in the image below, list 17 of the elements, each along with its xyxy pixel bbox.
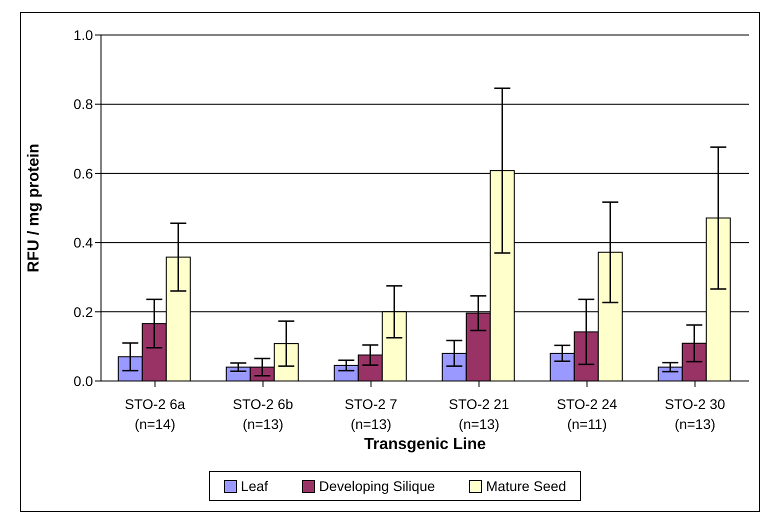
y-tick-label: 0.0 [74,372,94,389]
x-tick-label: STO-2 6a (n=14) [124,396,186,432]
y-axis-title: RFU / mg protein [26,144,43,272]
x-tick-label: STO-2 6b (n=13) [232,396,294,432]
y-tick-label: 0.2 [74,304,94,320]
y-tick-label: 1.0 [74,26,94,43]
y-tick-label: 0.4 [74,234,94,251]
x-tick-label: STO-2 21 (n=13) [448,396,510,432]
x-tick-label: STO-2 7 (n=13) [344,396,398,432]
y-tick-label: 0.6 [74,165,94,182]
legend-label: Mature Seed [485,478,566,494]
x-tick-label: STO-2 24 (n=11) [556,396,618,432]
x-tick-label: STO-2 30 (n=13) [664,396,726,432]
legend-label: Developing Silique [318,478,436,494]
legend-label: Leaf [240,478,268,494]
y-tick-label: 0.8 [74,96,94,112]
x-axis-title: Transgenic Line [364,436,486,453]
